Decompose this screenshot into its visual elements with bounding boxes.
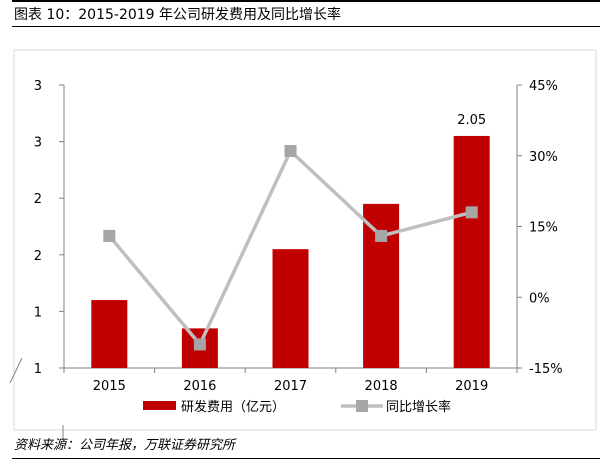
source-note: 资料来源：公司年报，万联证券研究所 (14, 438, 236, 453)
growth-marker (284, 145, 297, 158)
figure-title: 图表 10：2015-2019 年公司研发费用及同比增长率 (14, 7, 342, 23)
left-axis-tick-label: 2 (34, 192, 42, 207)
legend-bar-label: 研发费用（亿元） (181, 399, 285, 415)
x-axis-tick-label: 2017 (274, 379, 307, 394)
legend-line-marker (356, 400, 368, 412)
right-axis-tick-label: 45% (529, 79, 558, 94)
bar-series (91, 135, 490, 368)
x-axis-tick-label: 2018 (365, 379, 398, 394)
left-axis-tick-label: 3 (34, 136, 42, 151)
legend: 研发费用（亿元） 同比增长率 (143, 399, 451, 415)
left-axis-tick-label: 1 (34, 305, 42, 320)
left-axis-tick-label: 3 (34, 79, 42, 94)
growth-marker (465, 206, 478, 219)
x-axis-tick-label: 2019 (455, 379, 488, 394)
title-rule (12, 26, 600, 27)
growth-marker (193, 338, 206, 351)
growth-marker (375, 229, 388, 242)
legend-bar-swatch (143, 401, 176, 410)
growth-marker (103, 229, 116, 242)
bar (272, 249, 309, 368)
right-axis-tick-label: 30% (529, 150, 558, 165)
legend-line-label: 同比增长率 (386, 399, 451, 415)
data-label: 2.05 (457, 113, 486, 128)
line-series (103, 145, 478, 351)
x-axis-tick-label: 2015 (93, 379, 126, 394)
x-axis-tick-label: 2016 (183, 379, 216, 394)
top-rule (12, 0, 600, 2)
frame-corner-mark (9, 357, 23, 384)
bar (453, 135, 490, 368)
left-axis-tick-label: 2 (34, 249, 42, 264)
right-axis-tick-label: 0% (529, 291, 550, 306)
bottom-rule (12, 458, 600, 459)
bar (363, 203, 400, 368)
right-axis-tick-label: -15% (529, 362, 563, 377)
bar (91, 300, 128, 368)
left-axis-tick-label: 1 (34, 362, 42, 377)
chart-frame (13, 49, 597, 431)
right-axis-tick-label: 15% (529, 221, 558, 236)
axis-labels: 1 1 2 2 3 3 -15% 0% 15% 30% 45% 2015 2016 2017 2018 201… (34, 79, 563, 394)
